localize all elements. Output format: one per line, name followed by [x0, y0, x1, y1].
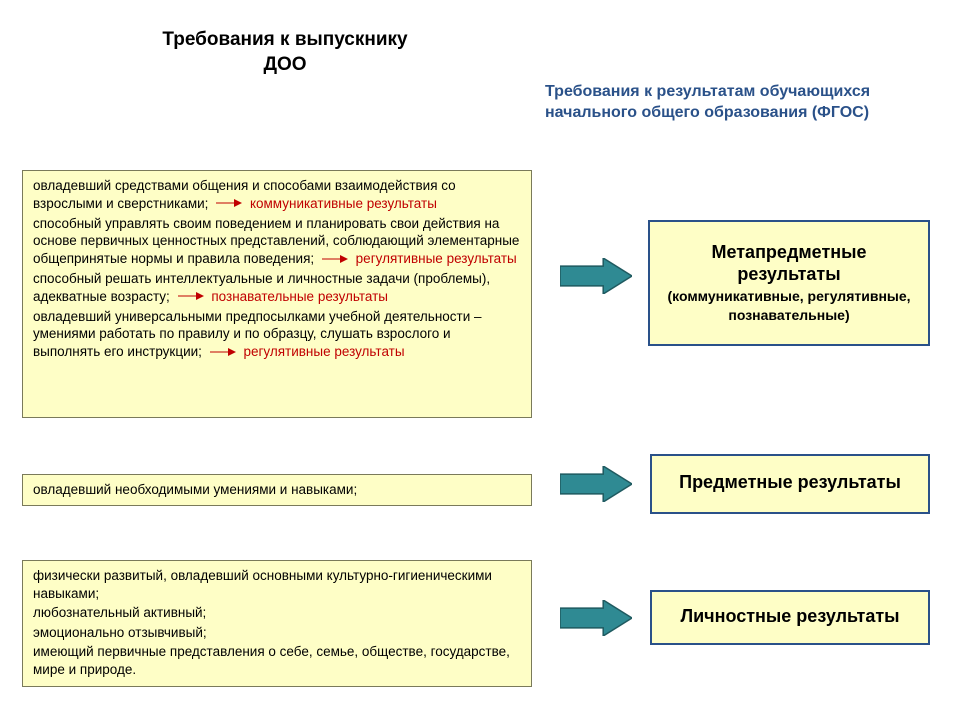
- subject-results-box: Предметные результаты: [650, 454, 930, 514]
- inline-arrow-icon: [178, 288, 204, 306]
- right1-title: Метапредметные результаты: [660, 242, 918, 285]
- metasubject-results-box: Метапредметные результаты (коммуникативн…: [648, 220, 930, 346]
- box3-line-2: любознательный активный;: [33, 604, 521, 622]
- arrow-icon: [560, 466, 632, 502]
- inline-arrow-icon: [210, 344, 236, 362]
- graduate-requirements-box-1: овладевший средствами общения и способам…: [22, 170, 532, 418]
- arrow-icon: [560, 258, 632, 294]
- graduate-requirements-box-3: физически развитый, овладевший основными…: [22, 560, 532, 687]
- right2-title: Предметные результаты: [662, 472, 918, 494]
- right1-subtitle: (коммуникативные, регулятивные, познават…: [660, 287, 918, 323]
- box3-line-1: физически развитый, овладевший основными…: [33, 567, 521, 602]
- box3-line-4: имеющий первичные представления о себе, …: [33, 643, 521, 678]
- inline-arrow-icon: [216, 195, 242, 213]
- inline-arrow-icon: [322, 251, 348, 269]
- arrow-icon: [560, 600, 632, 636]
- box1-p3-result: познавательные результаты: [211, 289, 388, 304]
- left-column-title: Требования к выпускнику ДОО: [155, 28, 415, 77]
- personal-results-box: Личностные результаты: [650, 590, 930, 645]
- right-column-title: Требования к результатам обучающихся нач…: [545, 82, 915, 124]
- box2-text: овладевший необходимыми умениями и навык…: [33, 482, 357, 497]
- right3-title: Личностные результаты: [662, 606, 918, 628]
- graduate-requirements-box-2: овладевший необходимыми умениями и навык…: [22, 474, 532, 506]
- box1-p4-result: регулятивные результаты: [243, 344, 404, 359]
- box3-line-3: эмоционально отзывчивый;: [33, 624, 521, 642]
- box1-p1-result: коммуникативные результаты: [250, 196, 437, 211]
- box1-p2-result: регулятивные результаты: [356, 251, 517, 266]
